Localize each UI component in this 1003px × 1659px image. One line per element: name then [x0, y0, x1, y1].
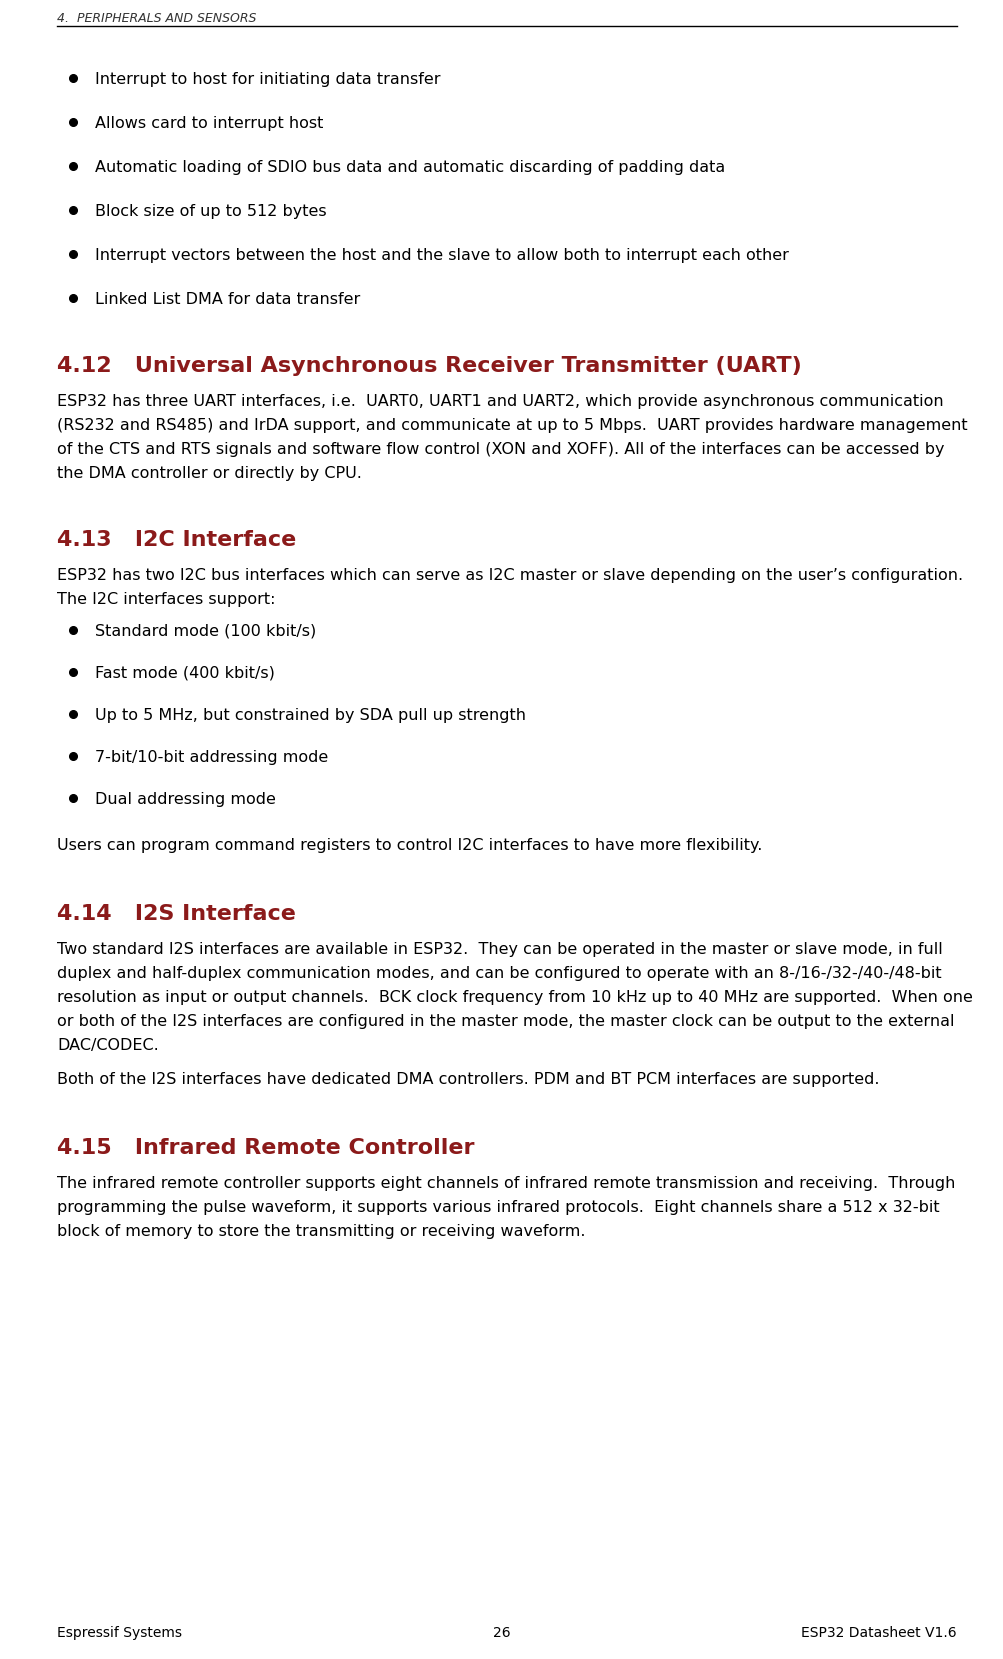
Text: of the CTS and RTS signals and software flow control (XON and XOFF). All of the : of the CTS and RTS signals and software … — [57, 441, 944, 456]
Text: 4.13   I2C Interface: 4.13 I2C Interface — [57, 529, 296, 551]
Text: Interrupt to host for initiating data transfer: Interrupt to host for initiating data tr… — [95, 71, 440, 86]
Text: 26: 26 — [492, 1626, 511, 1641]
Text: Espressif Systems: Espressif Systems — [57, 1626, 182, 1641]
Text: ESP32 Datasheet V1.6: ESP32 Datasheet V1.6 — [800, 1626, 956, 1641]
Text: Dual addressing mode: Dual addressing mode — [95, 791, 276, 806]
Text: 7-bit/10-bit addressing mode: 7-bit/10-bit addressing mode — [95, 750, 328, 765]
Text: Automatic loading of SDIO bus data and automatic discarding of padding data: Automatic loading of SDIO bus data and a… — [95, 159, 724, 174]
Text: (RS232 and RS485) and IrDA support, and communicate at up to 5 Mbps.  UART provi: (RS232 and RS485) and IrDA support, and … — [57, 418, 967, 433]
Text: Both of the I2S interfaces have dedicated DMA controllers. PDM and BT PCM interf: Both of the I2S interfaces have dedicate… — [57, 1072, 879, 1087]
Text: 4.15   Infrared Remote Controller: 4.15 Infrared Remote Controller — [57, 1138, 474, 1158]
Text: 4.12   Universal Asynchronous Receiver Transmitter (UART): 4.12 Universal Asynchronous Receiver Tra… — [57, 357, 801, 377]
Text: 4.14   I2S Interface: 4.14 I2S Interface — [57, 904, 296, 924]
Text: Up to 5 MHz, but constrained by SDA pull up strength: Up to 5 MHz, but constrained by SDA pull… — [95, 708, 526, 723]
Text: block of memory to store the transmitting or receiving waveform.: block of memory to store the transmittin… — [57, 1224, 585, 1239]
Text: The I2C interfaces support:: The I2C interfaces support: — [57, 592, 275, 607]
Text: The infrared remote controller supports eight channels of infrared remote transm: The infrared remote controller supports … — [57, 1176, 955, 1191]
Text: Standard mode (100 kbit/s): Standard mode (100 kbit/s) — [95, 624, 316, 639]
Text: or both of the I2S interfaces are configured in the master mode, the master cloc: or both of the I2S interfaces are config… — [57, 1014, 954, 1029]
Text: ESP32 has two I2C bus interfaces which can serve as I2C master or slave dependin: ESP32 has two I2C bus interfaces which c… — [57, 567, 962, 582]
Text: 4.  PERIPHERALS AND SENSORS: 4. PERIPHERALS AND SENSORS — [57, 12, 256, 25]
Text: Allows card to interrupt host: Allows card to interrupt host — [95, 116, 323, 131]
Text: duplex and half-duplex communication modes, and can be configured to operate wit: duplex and half-duplex communication mod… — [57, 966, 941, 980]
Text: Linked List DMA for data transfer: Linked List DMA for data transfer — [95, 292, 360, 307]
Text: Fast mode (400 kbit/s): Fast mode (400 kbit/s) — [95, 665, 275, 680]
Text: the DMA controller or directly by CPU.: the DMA controller or directly by CPU. — [57, 466, 361, 481]
Text: resolution as input or output channels.  BCK clock frequency from 10 kHz up to 4: resolution as input or output channels. … — [57, 990, 972, 1005]
Text: ESP32 has three UART interfaces, i.e.  UART0, UART1 and UART2, which provide asy: ESP32 has three UART interfaces, i.e. UA… — [57, 393, 943, 410]
Text: programming the pulse waveform, it supports various infrared protocols.  Eight c: programming the pulse waveform, it suppo… — [57, 1199, 939, 1214]
Text: Interrupt vectors between the host and the slave to allow both to interrupt each: Interrupt vectors between the host and t… — [95, 247, 788, 264]
Text: DAC/CODEC.: DAC/CODEC. — [57, 1039, 158, 1053]
Text: Block size of up to 512 bytes: Block size of up to 512 bytes — [95, 204, 326, 219]
Text: Users can program command registers to control I2C interfaces to have more flexi: Users can program command registers to c… — [57, 838, 761, 853]
Text: Two standard I2S interfaces are available in ESP32.  They can be operated in the: Two standard I2S interfaces are availabl… — [57, 942, 942, 957]
